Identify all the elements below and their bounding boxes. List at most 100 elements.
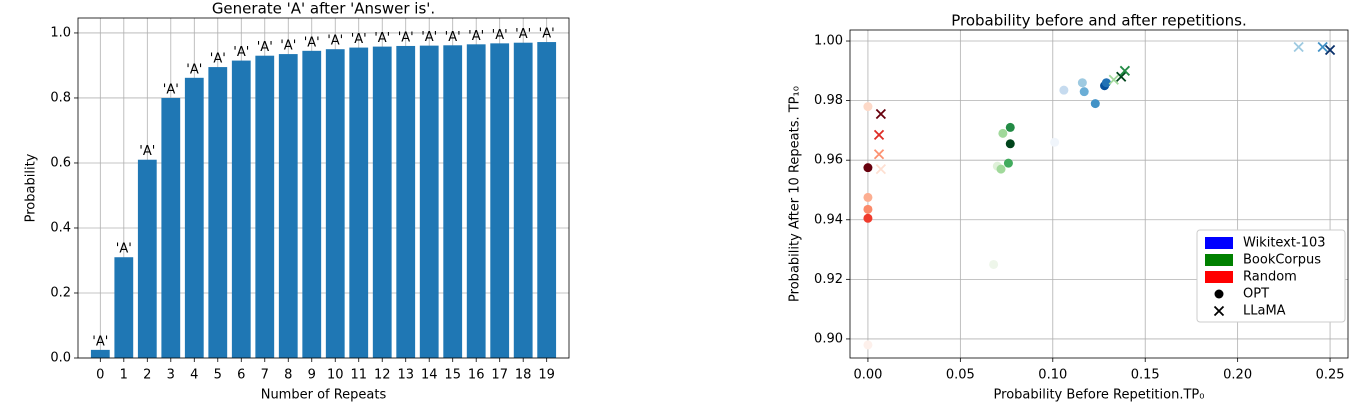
x-tick-label: 15 [444, 368, 461, 383]
point [1090, 99, 1100, 109]
point [863, 102, 873, 112]
x-tick-label: 4 [190, 368, 198, 383]
point [863, 204, 873, 214]
legend-marker [1214, 289, 1224, 299]
point [1077, 78, 1087, 88]
legend-box [1196, 229, 1346, 323]
point [1101, 78, 1111, 88]
point [1108, 74, 1119, 85]
bar [90, 349, 110, 358]
value-label: 'A' [186, 62, 202, 77]
plot-frame [849, 29, 1349, 359]
y-tick-label: 0.96 [814, 153, 843, 168]
value-label: 'A' [539, 27, 555, 42]
bar [537, 42, 557, 359]
x-tick-label: 0.05 [946, 368, 975, 383]
x-tick-label: 7 [261, 368, 269, 383]
legend-marker [1213, 305, 1225, 317]
point [989, 259, 999, 269]
y-tick-label: 0.94 [814, 212, 843, 227]
value-label: 'A' [327, 34, 343, 49]
chart-title: Probability before and after repetitions… [951, 12, 1247, 30]
bar [419, 45, 439, 359]
bar [184, 77, 204, 359]
value-label: 'A' [468, 29, 484, 44]
point [1119, 65, 1131, 76]
bar [255, 55, 275, 359]
value-label: 'A' [210, 52, 226, 67]
value-label: 'A' [257, 40, 273, 55]
bar [443, 45, 463, 358]
y-tick-label: 0.92 [814, 272, 843, 287]
x-tick-label: 12 [374, 368, 391, 383]
value-label: 'A' [351, 32, 367, 47]
y-tick-label: 0.8 [50, 90, 71, 105]
point [998, 128, 1008, 138]
legend-patch [1205, 271, 1233, 283]
x-tick-label: 8 [284, 368, 292, 383]
x-tick-label: 0.10 [1038, 368, 1067, 383]
x-tick-label: 11 [350, 368, 367, 383]
point [875, 108, 887, 120]
y-tick-label: 1.0 [50, 25, 71, 40]
value-label: 'A' [92, 334, 108, 349]
legend-label: LLaMA [1243, 304, 1286, 319]
legend-patch [1205, 237, 1233, 249]
bar [231, 60, 251, 358]
value-label: 'A' [116, 242, 132, 257]
x-tick-label: 16 [468, 368, 485, 383]
y-tick-label: 1.00 [814, 34, 843, 49]
x-axis-label: Number of Repeats [261, 388, 387, 403]
x-axis-label: Probability Before Repetition.TP₀ [994, 388, 1205, 403]
point [873, 149, 885, 160]
y-axis-label: Probability After 10 Repeats. TP₁₀ [788, 86, 803, 302]
bar [208, 67, 228, 358]
x-tick-label: 10 [327, 368, 344, 383]
bar [372, 46, 392, 358]
bar [490, 43, 510, 358]
y-tick-label: 0.90 [814, 331, 843, 346]
x-tick-label: 9 [308, 368, 316, 383]
value-label: 'A' [280, 39, 296, 54]
x-tick-label: 0.25 [1316, 368, 1345, 383]
y-tick-label: 0.2 [50, 285, 71, 300]
bar [513, 42, 533, 358]
legend-label: OPT [1243, 287, 1269, 302]
y-tick-label: 0.0 [50, 351, 71, 366]
point [1324, 44, 1336, 56]
point [863, 213, 873, 223]
plot-frame [77, 17, 570, 359]
y-tick-label: 0.98 [814, 93, 843, 108]
legend-label: BookCorpus [1243, 253, 1321, 268]
value-label: 'A' [163, 82, 179, 97]
point [863, 192, 873, 202]
point [996, 164, 1006, 174]
value-label: 'A' [233, 45, 249, 60]
x-tick-label: 6 [237, 368, 245, 383]
legend-patch [1205, 254, 1233, 266]
bar [302, 50, 322, 358]
value-label: 'A' [492, 28, 508, 43]
y-tick-label: 0.6 [50, 155, 71, 170]
x-tick-label: 2 [143, 368, 151, 383]
chart-title: Generate 'A' after 'Answer is'. [212, 0, 435, 18]
bar [325, 49, 345, 358]
bar [278, 54, 298, 358]
legend-label: Random [1243, 270, 1297, 285]
x-tick-label: 0.15 [1131, 368, 1160, 383]
x-tick-label: 0.00 [853, 368, 882, 383]
bar [466, 44, 486, 359]
x-tick-label: 1 [120, 368, 128, 383]
point [1005, 122, 1015, 132]
point [863, 340, 873, 350]
value-label: 'A' [374, 31, 390, 46]
point [1317, 41, 1328, 53]
x-tick-label: 17 [491, 368, 508, 383]
x-tick-label: 0 [96, 368, 104, 383]
x-tick-label: 19 [538, 368, 555, 383]
bar [137, 159, 157, 358]
x-tick-label: 0.20 [1223, 368, 1252, 383]
value-label: 'A' [304, 35, 320, 50]
y-axis-label: Probability [24, 153, 39, 222]
